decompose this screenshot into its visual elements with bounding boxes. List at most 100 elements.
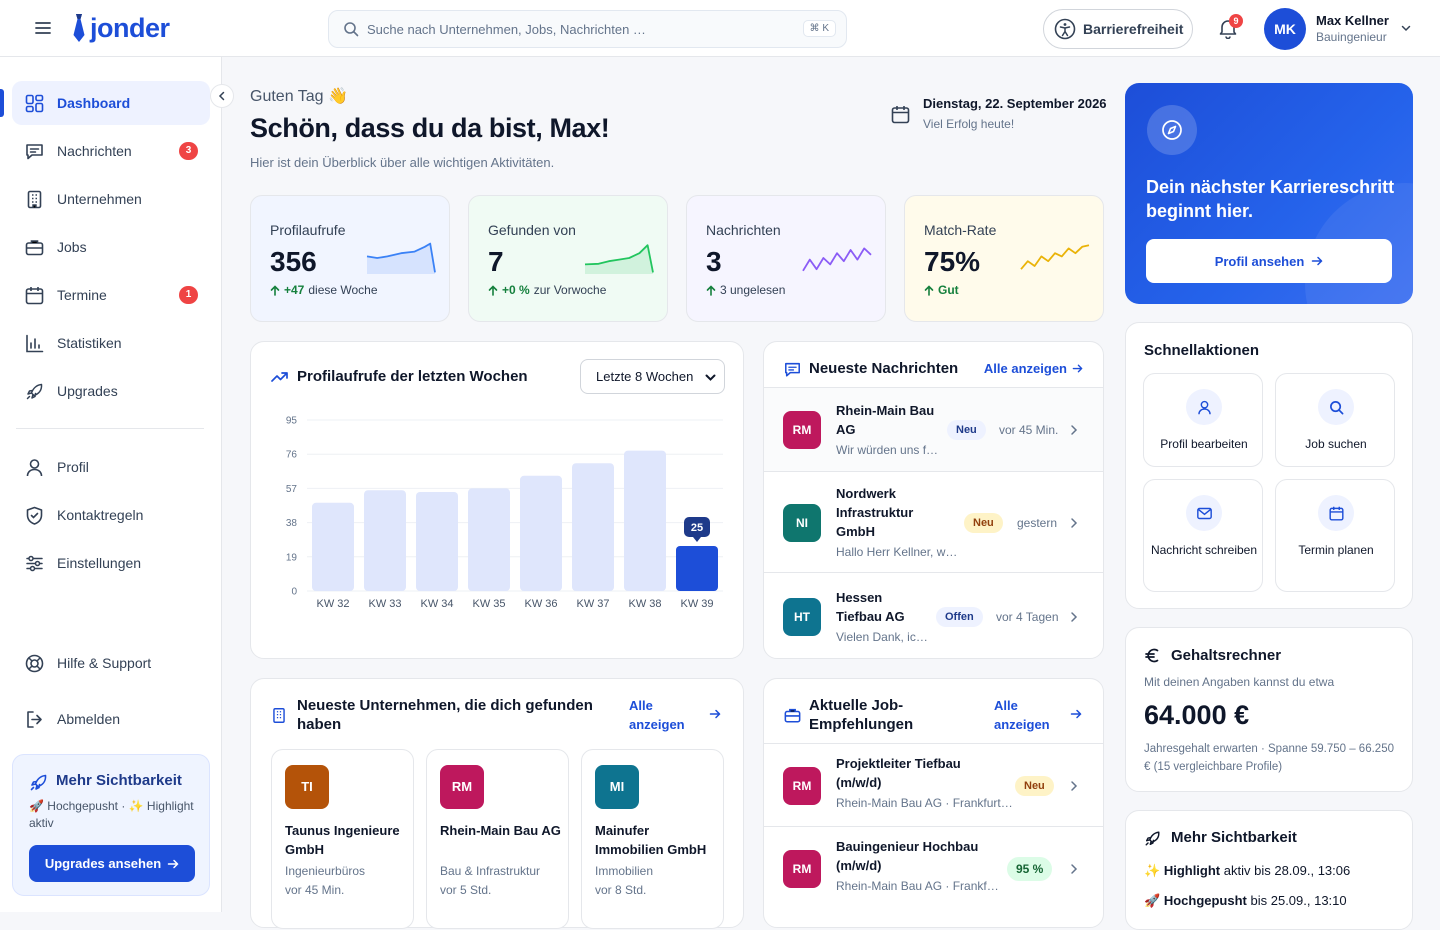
range-select-value: Letzte 8 Wochen bbox=[596, 369, 694, 384]
bar-tooltip-pointer bbox=[693, 537, 701, 542]
x-tick-label: KW 34 bbox=[420, 598, 453, 610]
upgrades-button[interactable]: Upgrades ansehen bbox=[29, 845, 195, 882]
sidebar-item-profil[interactable]: Profil bbox=[12, 445, 210, 489]
bar[interactable] bbox=[676, 546, 718, 591]
sender-name: Hessen Tiefbau AG bbox=[836, 588, 905, 626]
sparkline bbox=[584, 244, 654, 274]
hero-title: Dein nächster Karriereschritt beginnt hi… bbox=[1146, 177, 1395, 221]
logo-text: jonder bbox=[90, 12, 170, 43]
company-time: vor 8 Std. bbox=[595, 883, 647, 897]
jobs-show-all-link[interactable]: Alle anzeigen bbox=[994, 696, 1050, 734]
accessibility-button[interactable]: Barrierefreiheit bbox=[1043, 9, 1193, 49]
sidebar-divider bbox=[16, 428, 204, 429]
view-profile-button[interactable]: Profil ansehen bbox=[1146, 239, 1392, 283]
message-row[interactable]: RM Rhein-Main Bau AG Wir würden uns f… Neu vo… bbox=[764, 387, 1103, 471]
promo-text: 🚀 Hochgepusht · ✨ Highlight aktiv bbox=[29, 799, 194, 830]
quick-action-search-job[interactable]: Job suchen bbox=[1275, 373, 1395, 467]
show-all-label: anzeigen bbox=[629, 717, 685, 732]
visibility-row: ✨ Highlight aktiv bis 28.09., 13:06 bbox=[1144, 863, 1350, 879]
lifebuoy-icon bbox=[25, 654, 44, 673]
user-icon bbox=[1186, 389, 1222, 425]
collapse-sidebar-button[interactable] bbox=[210, 84, 234, 108]
message-row[interactable]: NI Nordwerk Infrastruktur GmbH Hallo Herr Ke… bbox=[764, 471, 1103, 572]
company-avatar: TI bbox=[285, 765, 329, 809]
quick-action-edit-profile[interactable]: Profil bearbeiten bbox=[1143, 373, 1263, 467]
bar[interactable] bbox=[624, 450, 666, 591]
quick-action-label: Termin planen bbox=[1298, 543, 1374, 557]
y-tick-label: 76 bbox=[286, 450, 298, 461]
job-company: Rhein-Main Bau AG · Frankfurt… bbox=[836, 796, 1013, 810]
sender-avatar: RM bbox=[783, 411, 821, 449]
sidebar-item-dashboard[interactable]: Dashboard bbox=[12, 81, 210, 125]
stat-delta-value: +47 bbox=[284, 283, 305, 297]
stat-delta-value: Gut bbox=[938, 283, 959, 297]
sender-name-line: Hessen bbox=[836, 590, 883, 605]
sidebar-item-help[interactable]: Hilfe & Support bbox=[12, 641, 210, 685]
x-tick-label: KW 33 bbox=[368, 598, 401, 610]
sidebar-item-kontaktregeln[interactable]: Kontaktregeln bbox=[12, 493, 210, 537]
rocket-icon bbox=[1144, 830, 1161, 847]
show-all-label: Alle anzeigen bbox=[983, 361, 1067, 376]
bar[interactable] bbox=[416, 492, 458, 591]
sparkline bbox=[366, 242, 436, 274]
avatar[interactable]: MK bbox=[1264, 8, 1306, 50]
bar[interactable] bbox=[572, 463, 614, 591]
sidebar-item-einstellungen[interactable]: Einstellungen bbox=[12, 541, 210, 585]
sidebar-item-termine[interactable]: Termine 1 bbox=[12, 273, 210, 317]
bar[interactable] bbox=[520, 475, 562, 591]
chevron-down-icon[interactable] bbox=[1401, 23, 1411, 33]
sidebar-item-nachrichten[interactable]: Nachrichten 3 bbox=[12, 129, 210, 173]
user-name[interactable]: Max Kellner bbox=[1316, 13, 1389, 28]
bar[interactable] bbox=[312, 502, 354, 591]
sender-avatar: HT bbox=[783, 598, 821, 636]
show-all-label: Alle bbox=[629, 698, 653, 713]
company-tile[interactable]: RM Rhein-Main Bau AG Bau & Infrastruktur vo… bbox=[426, 749, 569, 929]
range-select[interactable]: Letzte 8 Wochen bbox=[580, 359, 725, 394]
message-row[interactable]: HT Hessen Tiefbau AG Vielen Dank, ic… Offen v… bbox=[764, 572, 1103, 660]
sidebar-item-upgrades[interactable]: Upgrades bbox=[12, 369, 210, 413]
briefcase-icon bbox=[784, 707, 801, 724]
sidebar-item-jobs[interactable]: Jobs bbox=[12, 225, 210, 269]
sparkline bbox=[1020, 244, 1090, 270]
arrow-right-icon[interactable] bbox=[1070, 708, 1082, 720]
current-date: Dienstag, 22. September 2026 bbox=[923, 96, 1107, 111]
search-box[interactable]: ⌘ K bbox=[328, 10, 847, 48]
rocket-emoji-icon: 🚀 bbox=[1144, 893, 1161, 908]
user-icon bbox=[25, 458, 44, 477]
company-tile[interactable]: MI Mainufer Immobilien GmbH Immobilien vor … bbox=[581, 749, 724, 929]
logo[interactable]: jonder bbox=[70, 12, 170, 44]
companies-show-all-link[interactable]: Alle anzeigen bbox=[629, 696, 685, 734]
quick-action-write-message[interactable]: Nachricht schreiben bbox=[1143, 479, 1263, 592]
sidebar-item-unternehmen[interactable]: Unternehmen bbox=[12, 177, 210, 221]
chevron-right-icon bbox=[1070, 424, 1078, 436]
y-tick-label: 95 bbox=[286, 416, 298, 427]
stat-card: Gefunden von 7 +0 % zur Vorwoche bbox=[468, 195, 668, 322]
menu-icon[interactable] bbox=[34, 20, 52, 36]
sidebar-item-logout[interactable]: Abmelden bbox=[12, 697, 210, 741]
building-icon bbox=[25, 190, 44, 209]
job-row[interactable]: RM Bauingenieur Hochbau (m/w/d) Rhein-Main … bbox=[764, 826, 1103, 909]
stat-label: Nachrichten bbox=[706, 222, 781, 238]
chat-icon bbox=[784, 361, 801, 378]
company-tile[interactable]: TI Taunus Ingenieure GmbH Ingenieurbüros vo… bbox=[271, 749, 414, 929]
quick-actions-card: Schnellaktionen Profil bearbeiten Job su… bbox=[1125, 322, 1413, 609]
page-title: Schön, dass du da bist, Max! bbox=[250, 113, 610, 143]
messages-show-all-link[interactable]: Alle anzeigen bbox=[984, 361, 1083, 376]
calendar-icon bbox=[25, 286, 44, 305]
sidebar-item-statistiken[interactable]: Statistiken bbox=[12, 321, 210, 365]
sender-name-line: GmbH bbox=[836, 524, 875, 539]
bar[interactable] bbox=[364, 490, 406, 591]
appointment-badge: 1 bbox=[179, 286, 198, 304]
job-row[interactable]: RM Projektleiter Tiefbau (m/w/d) Rhein-Main… bbox=[764, 743, 1103, 826]
quick-action-label: Profil bearbeiten bbox=[1160, 437, 1248, 451]
sidebar-item-label: Termine bbox=[57, 287, 107, 303]
company-category: Bau & Infrastruktur bbox=[440, 864, 541, 878]
stat-value: 7 bbox=[488, 246, 504, 277]
sidebar-item-label: Kontaktregeln bbox=[57, 507, 144, 523]
arrow-right-icon[interactable] bbox=[709, 708, 721, 720]
stat-delta-text: 3 ungelesen bbox=[720, 283, 786, 297]
company-name: Mainufer Immobilien GmbH bbox=[595, 823, 707, 857]
bar[interactable] bbox=[468, 488, 510, 591]
search-input[interactable] bbox=[367, 11, 787, 47]
quick-action-plan-appointment[interactable]: Termin planen bbox=[1275, 479, 1395, 592]
